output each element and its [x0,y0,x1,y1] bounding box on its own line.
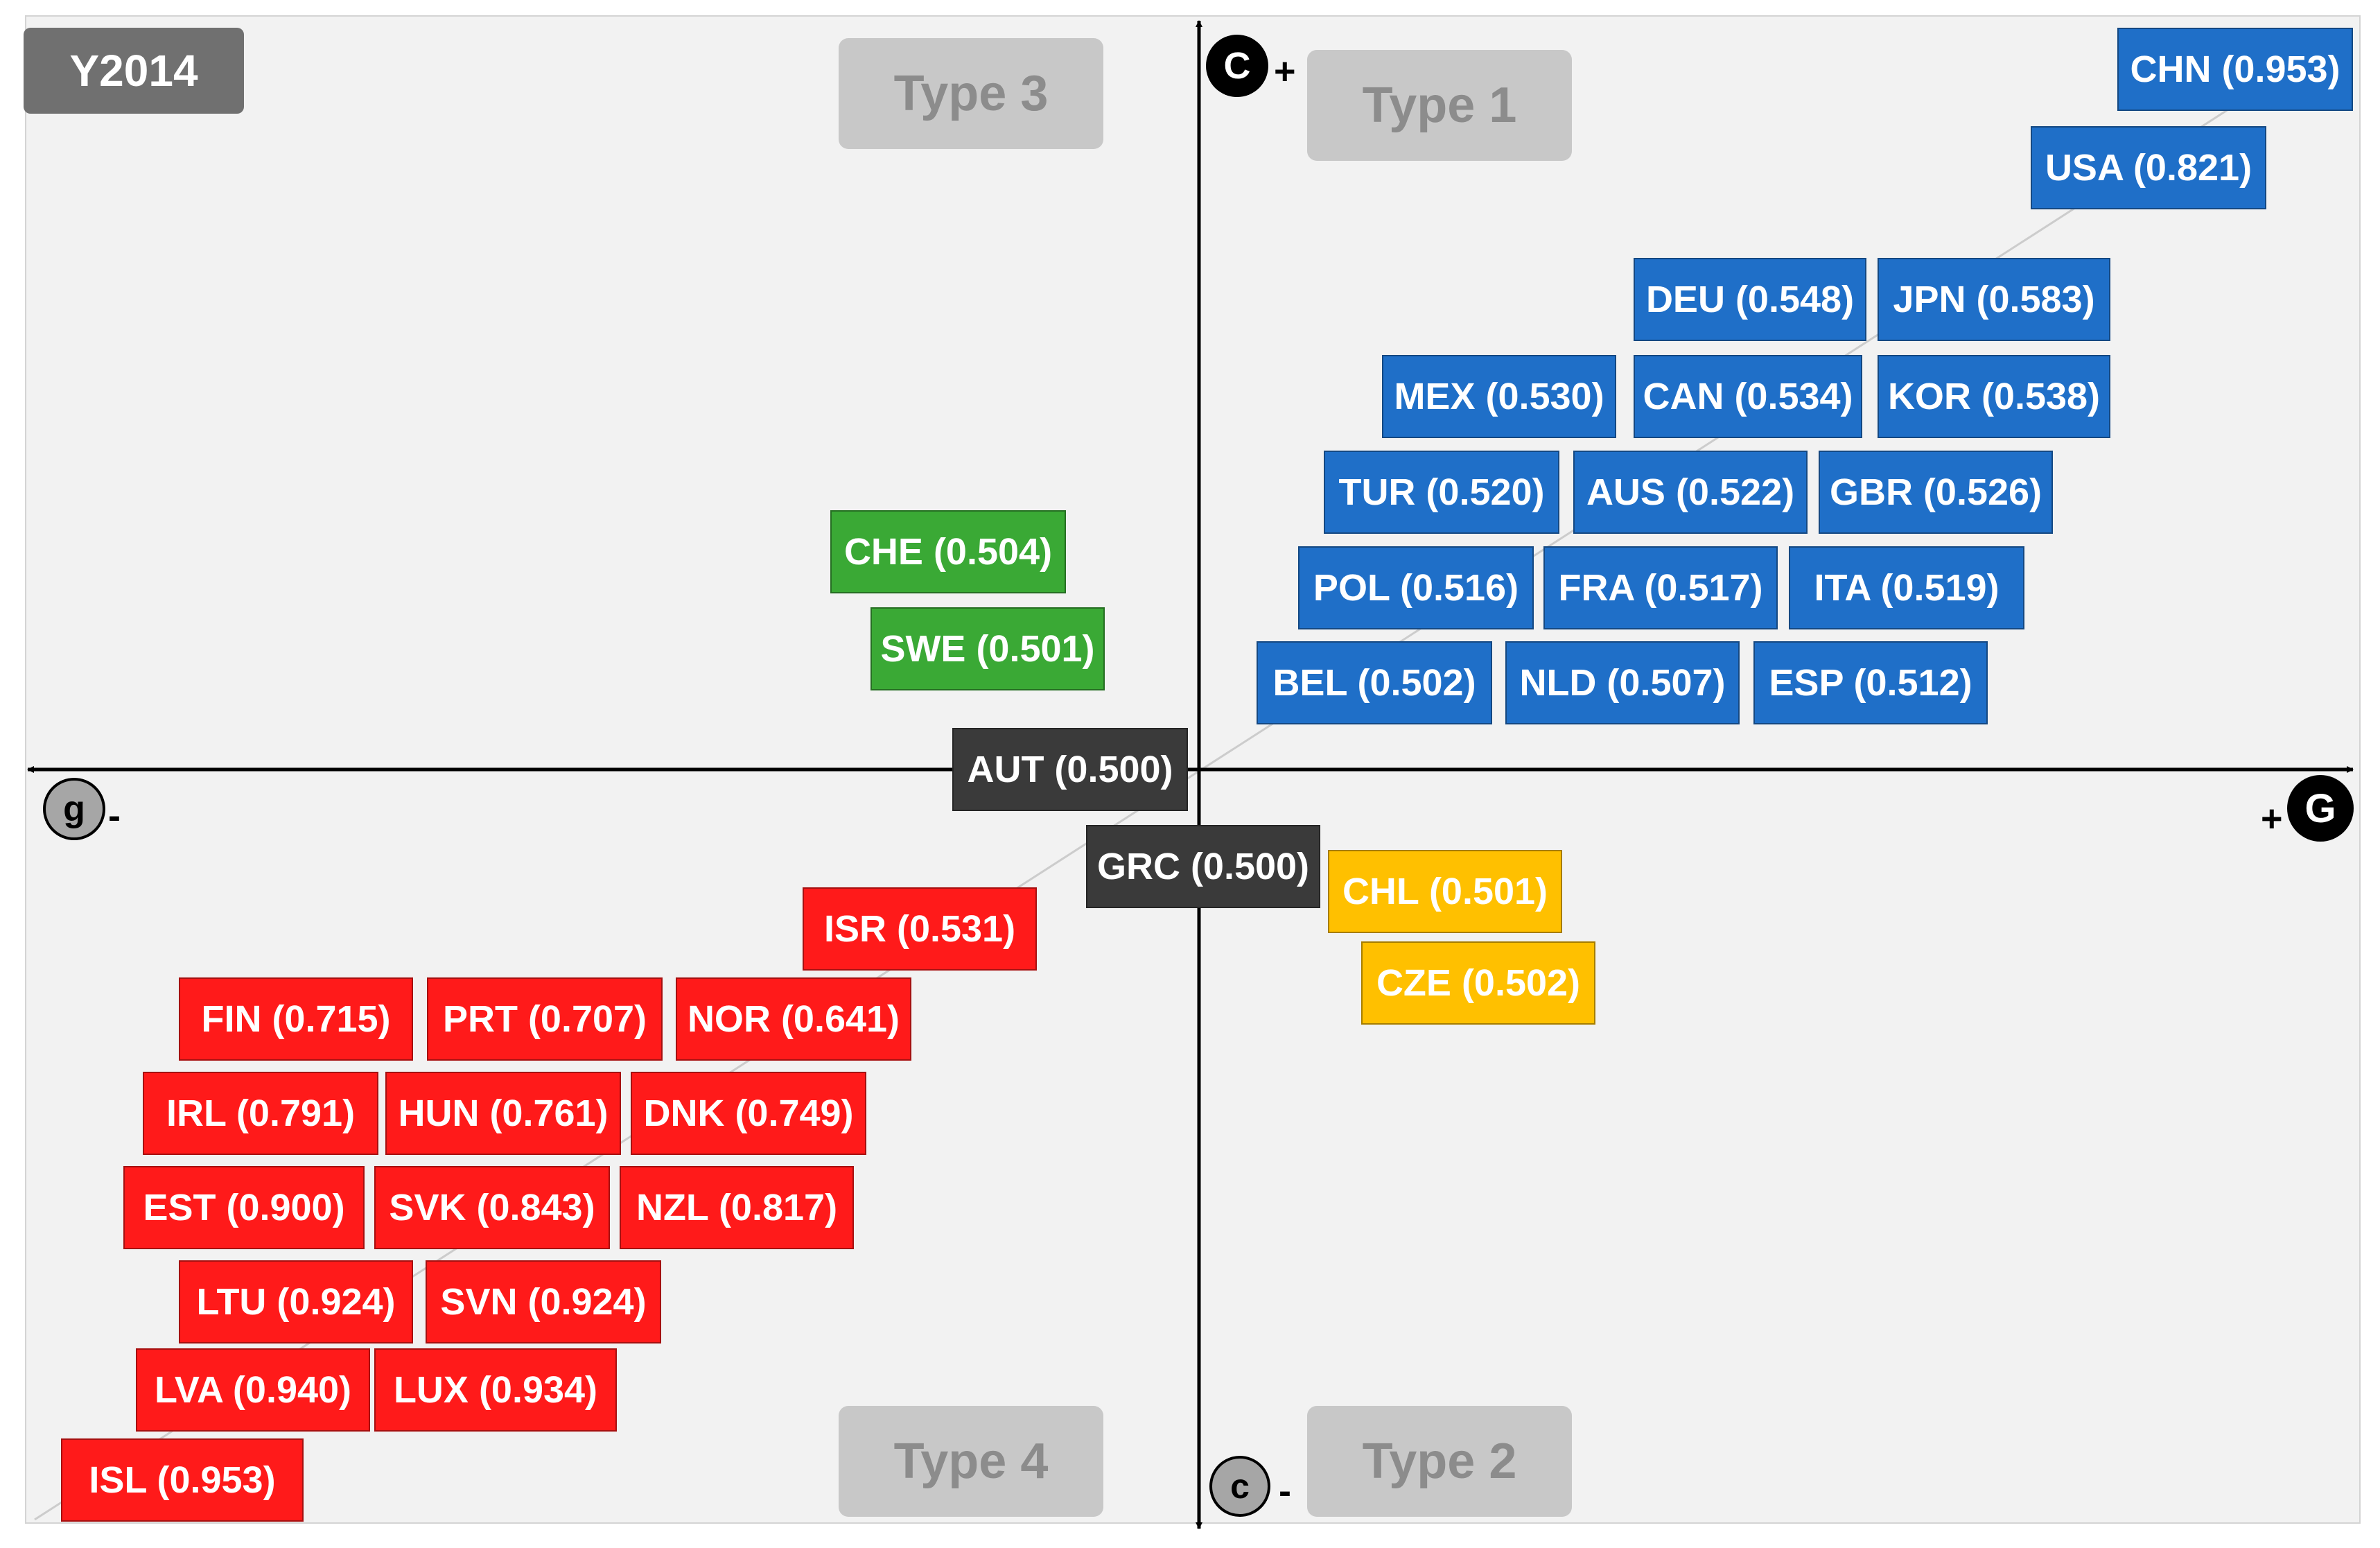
country-label-pol: POL (0.516) [1298,546,1534,629]
country-label-ita: ITA (0.519) [1789,546,2024,629]
country-label-esp: ESP (0.512) [1753,641,1988,724]
country-label-jpn: JPN (0.583) [1878,258,2110,341]
country-label-svn: SVN (0.924) [426,1260,661,1343]
country-label-ltu: LTU (0.924) [179,1260,413,1343]
country-label-gbr: GBR (0.526) [1819,451,2053,534]
country-label-chl: CHL (0.501) [1328,850,1562,933]
country-label-mex: MEX (0.530) [1382,355,1616,438]
country-label-usa: USA (0.821) [2031,126,2266,209]
country-label-fin: FIN (0.715) [179,977,413,1061]
country-label-irl: IRL (0.791) [143,1072,378,1155]
country-label-est: EST (0.900) [123,1166,365,1249]
axis-top-sign: + [1274,51,1296,92]
country-label-swe: SWE (0.501) [870,607,1105,690]
type-4-label: Type 4 [839,1406,1103,1517]
country-label-dnk: DNK (0.749) [631,1072,866,1155]
country-label-isl: ISL (0.953) [61,1438,304,1522]
axis-left-sign: - [108,795,121,837]
country-label-aus: AUS (0.522) [1573,451,1808,534]
country-label-cze: CZE (0.502) [1361,941,1595,1025]
country-label-kor: KOR (0.538) [1878,355,2110,438]
type-2-label: Type 2 [1307,1406,1572,1517]
type-3-label: Type 3 [839,38,1103,149]
axis-bottom-letter: c [1209,1456,1270,1517]
axis-left-letter: g [43,778,105,840]
country-label-tur: TUR (0.520) [1324,451,1559,534]
axis-right-sign: + [2261,798,2283,840]
country-label-prt: PRT (0.707) [427,977,663,1061]
country-label-aut: AUT (0.500) [952,728,1188,811]
axis-top-letter: C [1206,35,1268,97]
country-label-nzl: NZL (0.817) [620,1166,854,1249]
country-label-nld: NLD (0.507) [1505,641,1740,724]
type-1-label: Type 1 [1307,50,1572,161]
country-label-grc: GRC (0.500) [1086,825,1320,908]
country-label-isr: ISR (0.531) [803,887,1037,971]
country-label-lux: LUX (0.934) [374,1348,617,1432]
country-label-nor: NOR (0.641) [676,977,911,1061]
axis-right-letter: G [2287,775,2354,842]
country-label-che: CHE (0.504) [830,510,1066,593]
country-label-bel: BEL (0.502) [1257,641,1492,724]
country-label-can: CAN (0.534) [1634,355,1862,438]
country-label-chn: CHN (0.953) [2117,28,2353,111]
country-label-hun: HUN (0.761) [385,1072,621,1155]
country-label-lva: LVA (0.940) [136,1348,370,1432]
country-label-deu: DEU (0.548) [1634,258,1866,341]
country-label-svk: SVK (0.843) [374,1166,610,1249]
year-label: Y2014 [24,28,244,114]
axis-bottom-sign: - [1279,1470,1291,1512]
country-label-fra: FRA (0.517) [1543,546,1778,629]
